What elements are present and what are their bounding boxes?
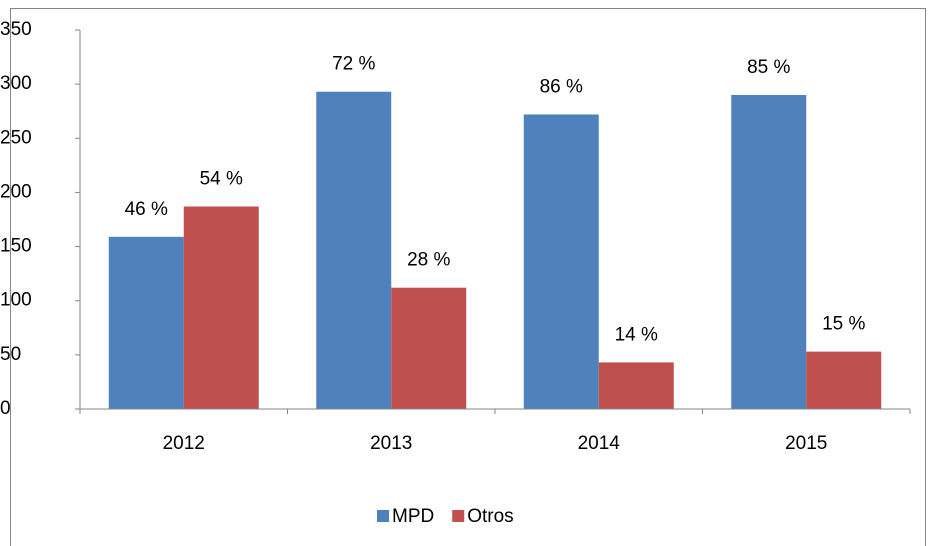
bar xyxy=(731,94,807,409)
y-tick-label: 50 xyxy=(0,344,21,365)
bar xyxy=(806,351,882,409)
legend-label: MPD xyxy=(392,506,434,527)
bar xyxy=(108,236,184,409)
bar-label: 72 % xyxy=(332,54,375,75)
x-tick-label: 2014 xyxy=(578,433,621,454)
legend-label: Otros xyxy=(467,506,513,527)
bar xyxy=(316,91,392,410)
y-tick-label: 150 xyxy=(0,236,32,257)
bar xyxy=(183,206,259,409)
bar-label: 85 % xyxy=(747,57,790,78)
bar-label: 86 % xyxy=(540,76,583,97)
bar xyxy=(391,287,467,409)
y-tick-label: 350 xyxy=(0,19,32,40)
bar xyxy=(598,362,674,409)
x-tick-label: 2013 xyxy=(370,433,412,454)
y-tick-label: 200 xyxy=(0,181,32,202)
bar-label: 28 % xyxy=(407,250,450,271)
bar-label: 14 % xyxy=(615,324,658,345)
y-tick-label: 0 xyxy=(0,398,11,419)
bar-label: 15 % xyxy=(822,314,865,335)
y-tick-label: 300 xyxy=(0,73,32,94)
legend-swatch xyxy=(377,510,389,522)
x-tick-label: 2015 xyxy=(785,433,827,454)
bar-label: 54 % xyxy=(200,169,243,190)
x-tick-label: 2012 xyxy=(163,433,205,454)
y-tick-label: 250 xyxy=(0,127,32,148)
y-tick-label: 100 xyxy=(0,290,32,311)
bar-label: 46 % xyxy=(125,199,168,220)
legend-swatch xyxy=(452,510,465,522)
bar xyxy=(523,114,599,409)
